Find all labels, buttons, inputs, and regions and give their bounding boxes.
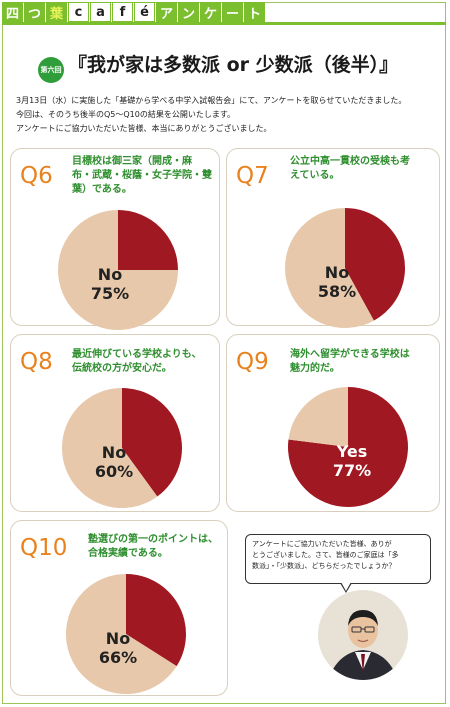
question-text: 最近伸びている学校よりも、 伝統校の方が安心だ。: [72, 348, 202, 376]
intro-line: アンケートにご協力いただいた皆様、本当にありがとうございました。: [16, 124, 272, 133]
pie-data-label-name: No: [98, 265, 122, 284]
question-text: 目標校は御三家（開成・麻 布・武蔵・桜蔭・女子学院・雙 葉）である。: [72, 155, 212, 197]
pie-data-label-name: No: [106, 629, 130, 648]
question-text: 塾選びの第一のポイントは、 合格実績である。: [88, 533, 218, 561]
pie-data-label-value: 58%: [318, 282, 356, 301]
pie-slice-no: [66, 574, 177, 695]
pie-slice-no: [58, 210, 178, 330]
banner-char: f: [112, 2, 133, 22]
pie-slice-no: [288, 387, 348, 447]
question-label: Q10: [20, 535, 68, 561]
question-label: Q6: [20, 163, 53, 189]
presenter-photo: [318, 590, 408, 680]
question-line: 伝統校の方が安心だ。: [72, 363, 172, 374]
question-line: 最近伸びている学校よりも、: [72, 349, 202, 360]
banner-char: ケ: [200, 2, 221, 22]
speech-bubble-tail-inner: [341, 582, 351, 591]
pie-data-label-name: Yes: [336, 442, 368, 461]
intro-text: 3月13日（水）に実施した「基礎から学べる中学入試報告会」にて、アンケートを取ら…: [16, 94, 436, 136]
presenter-avatar: [318, 590, 408, 680]
speech-line: アンケートにご協力いただいた皆様、ありが: [252, 540, 392, 548]
banner-char: ン: [178, 2, 199, 22]
page-title: 『我が家は多数派 or 少数派（後半）』: [68, 54, 399, 76]
question-line: 布・武蔵・桜蔭・女子学院・雙: [72, 170, 212, 181]
pie-data-label-name: No: [102, 443, 126, 462]
question-label: Q9: [236, 349, 269, 375]
pie-slice-yes: [122, 388, 183, 497]
pie-slice-yes: [287, 387, 408, 507]
banner-char: ト: [244, 2, 265, 22]
question-label: Q7: [236, 163, 269, 189]
pie-data-label-value: 66%: [99, 648, 137, 667]
question-line: 葉）である。: [72, 184, 132, 195]
question-line: えている。: [290, 170, 340, 181]
question-text: 公立中高一貫校の受検も考 えている。: [290, 155, 410, 183]
speech-line: とうございました。さて、皆様のご家庭は「多: [252, 551, 399, 559]
banner-char: c: [68, 2, 89, 22]
question-line: 海外へ留学ができる学校は: [290, 349, 410, 360]
question-label: Q8: [20, 349, 53, 375]
question-line: 塾選びの第一のポイントは、: [88, 534, 218, 545]
banner-char: 葉: [46, 2, 67, 22]
banner-underline: [2, 22, 446, 25]
question-line: 魅力的だ。: [290, 363, 340, 374]
question-line: 合格実績である。: [88, 548, 168, 559]
pie-data-label-name: No: [325, 263, 349, 282]
pie-slice-yes: [345, 208, 406, 321]
banner-char: つ: [24, 2, 45, 22]
speech-line: 数派」・「少数派」、どちらだったでしょうか？: [252, 562, 396, 570]
episode-badge: 第六回: [38, 57, 64, 83]
banner-char: 四: [2, 2, 23, 22]
banner-char: a: [90, 2, 111, 22]
pie-slice-no: [285, 208, 374, 328]
pie-data-label-value: 75%: [91, 284, 129, 303]
intro-line: 今回は、そのうち後半のQ5～Q10の結果を公開いたします。: [16, 110, 236, 119]
pie-slice-no: [62, 388, 158, 509]
question-line: 公立中高一貫校の受検も考: [290, 156, 410, 167]
intro-line: 3月13日（水）に実施した「基礎から学べる中学入試報告会」にて、アンケートを取ら…: [16, 96, 407, 105]
pie-data-label-value: 77%: [333, 461, 371, 480]
pie-slice-yes: [126, 574, 186, 667]
banner-char: ー: [222, 2, 243, 22]
question-line: 目標校は御三家（開成・麻: [72, 156, 192, 167]
banner-char: é: [134, 2, 155, 22]
pie-slice-yes: [118, 210, 178, 270]
question-text: 海外へ留学ができる学校は 魅力的だ。: [290, 348, 410, 376]
pie-data-label-value: 60%: [95, 462, 133, 481]
header-banner: 四 つ 葉 c a f é ア ン ケ ー ト: [2, 2, 266, 22]
banner-char: ア: [156, 2, 177, 22]
speech-bubble: アンケートにご協力いただいた皆様、ありが とうございました。さて、皆様のご家庭は…: [245, 534, 431, 584]
